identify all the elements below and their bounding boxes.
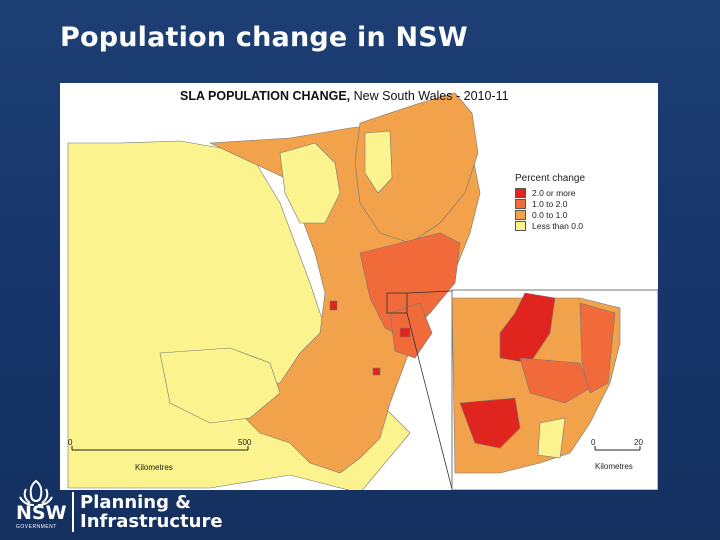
map-title-bold: SLA POPULATION CHANGE, — [180, 89, 351, 103]
department-line-1: Planning & — [80, 492, 191, 513]
nsw-logo-word: NSW — [16, 502, 67, 524]
inset-scale-unit: Kilometres — [595, 462, 633, 471]
nsw-logo-sub: GOVERNMENT — [16, 524, 57, 530]
map-title-rest: New South Wales - 2010-11 — [350, 89, 509, 103]
inset-scale-start: 0 — [591, 438, 596, 447]
legend-label: Less than 0.0 — [532, 220, 584, 231]
inset-coastal-strip — [579, 302, 616, 394]
inset-leader-bottom — [406, 312, 453, 490]
hunter-growth-band — [389, 302, 433, 359]
department-line-2: Infrastructure — [80, 511, 223, 532]
slide-title: Population change in NSW — [60, 22, 468, 53]
legend: Percent change 2.0 or more 1.0 to 2.0 0.… — [515, 173, 585, 231]
map-panel: SLA POPULATION CHANGE, New South Wales -… — [60, 83, 658, 490]
nsw-population-map — [67, 92, 658, 490]
legend-item: 0.0 to 1.0 — [515, 209, 585, 220]
legend-item: 2.0 or more — [515, 187, 585, 198]
inset-growth-central — [519, 357, 591, 404]
legend-swatch — [515, 209, 526, 220]
logo-divider — [72, 492, 74, 532]
waratah-icon — [19, 479, 53, 506]
legend-swatch — [515, 198, 526, 209]
high-growth-spot-2 — [329, 300, 338, 311]
legend-title: Percent change — [515, 173, 586, 184]
legend-swatch — [515, 220, 526, 231]
legend-label: 2.0 or more — [532, 187, 576, 198]
legend-swatch — [515, 187, 526, 198]
northern-region — [354, 92, 479, 244]
legend-item: 1.0 to 2.0 — [515, 198, 585, 209]
inset-scale-end: 20 — [634, 438, 643, 447]
northern-yellow-pocket — [364, 130, 393, 194]
map-title: SLA POPULATION CHANGE, New South Wales -… — [180, 89, 509, 103]
inset-leader-top — [406, 290, 453, 294]
main-scale-start: 0 — [68, 438, 73, 447]
sydney-locator-box — [386, 292, 408, 314]
main-scale-end: 500 — [238, 438, 252, 447]
southwest-yellow-pocket — [159, 347, 281, 424]
legend-label: 1.0 to 2.0 — [532, 198, 568, 209]
department-name: Planning & Infrastructure — [80, 493, 223, 531]
high-growth-spot-1 — [399, 327, 411, 338]
high-growth-spot-3 — [372, 367, 381, 376]
inset-high-growth-north — [499, 292, 556, 364]
coastal-growth-band — [359, 232, 461, 339]
central-yellow-pocket — [279, 142, 341, 224]
legend-item: Less than 0.0 — [515, 220, 585, 231]
legend-label: 0.0 to 1.0 — [532, 209, 568, 220]
main-scale-unit: Kilometres — [135, 463, 173, 472]
inset-decline-pocket — [537, 417, 566, 459]
inset-high-growth-west — [459, 397, 521, 449]
